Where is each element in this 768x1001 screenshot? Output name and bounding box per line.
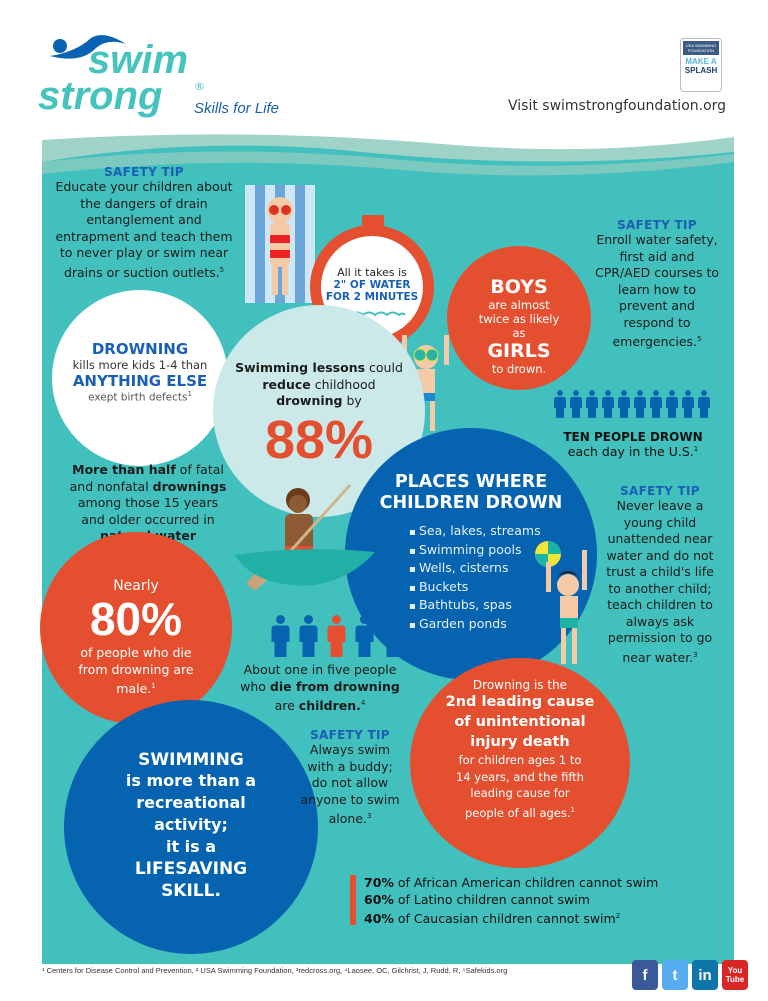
place-item: Sea, lakes, streams <box>409 523 541 542</box>
places-list: Sea, lakes, streamsSwimming poolsWells, … <box>409 523 541 634</box>
swimmer-icon <box>50 35 126 59</box>
person-icon <box>585 390 599 418</box>
person-icon <box>298 615 319 657</box>
person-icon <box>601 390 615 418</box>
person-icon <box>697 390 711 418</box>
bold-text: drowning <box>276 393 343 408</box>
person-icon <box>354 615 375 657</box>
visit-link[interactable]: Visit swimstrongfoundation.org <box>508 98 727 114</box>
text: About one in five people who <box>240 662 397 694</box>
swimstrong-logo: swim strong ® Skills for Life <box>38 30 308 120</box>
stat-text: of Caucasian children cannot swim <box>393 911 616 927</box>
person-icon <box>633 390 647 418</box>
girl-on-towel-illustration <box>245 185 315 303</box>
text: by <box>342 393 362 408</box>
youtube-icon[interactable]: You Tube <box>722 960 748 990</box>
stat-text: of Latino children cannot swim <box>393 892 590 907</box>
stat-text: of African American children cannot swim <box>393 875 659 890</box>
person-icon <box>649 390 663 418</box>
person-icon <box>382 615 403 657</box>
stat-percent: 40% <box>364 911 394 927</box>
kayak-boy-illustration <box>235 483 375 590</box>
place-item: Swimming pools <box>409 542 541 561</box>
bold-text: drownings <box>152 478 227 494</box>
safety-tip-drains: SAFETY TIP Educate your children about t… <box>55 165 233 280</box>
place-item: Bathtubs, spas <box>409 597 541 616</box>
person-icon <box>270 615 291 657</box>
wave-decoration <box>42 132 734 176</box>
beach-ball-boy-illustration <box>535 541 587 664</box>
bold-text: Swimming lessons <box>235 360 366 375</box>
text: could <box>365 360 403 375</box>
facebook-icon[interactable]: f <box>632 960 658 990</box>
leading-cause-circle: Drowning is the 2nd leading cause of uni… <box>410 658 630 868</box>
boys-girls-circle: BOYS are almost twice as likely as GIRLS… <box>447 246 591 390</box>
text: among those 15 years and older occurred … <box>77 495 219 527</box>
person-icon <box>681 390 695 418</box>
place-item: Buckets <box>409 579 541 598</box>
person-icon <box>569 390 583 418</box>
safety-tip-courses: SAFETY TIP Enroll water safety, first ai… <box>594 218 720 350</box>
linkedin-icon[interactable]: in <box>692 960 718 990</box>
lifesaving-skill-circle: SWIMMING is more than a recreational act… <box>64 700 318 954</box>
person-icon <box>553 390 567 418</box>
male-80-percent-circle: Nearly 80% of people who die from drowni… <box>40 532 232 724</box>
one-in-five-icons <box>270 615 404 657</box>
place-item: Wells, cisterns <box>409 560 541 579</box>
person-icon <box>665 390 679 418</box>
text: of fatal and nonfatal <box>69 462 224 494</box>
bold-text: children. <box>298 698 361 714</box>
ten-people-icons <box>553 390 711 418</box>
ten-people-drown: TEN PEOPLE DROWN each day in the U.S.1 <box>563 430 703 459</box>
social-icons: f t in You Tube <box>632 960 748 990</box>
bold-text: die from drowning <box>269 678 400 694</box>
drowning-kills-circle: DROWNING kills more kids 1-4 than ANYTHI… <box>52 290 228 466</box>
stat-percent: 60% <box>364 892 394 907</box>
footer-sources: ¹ Centers for Disease Control and Preven… <box>42 966 508 975</box>
bold-text: More than half <box>72 462 176 477</box>
stat-line: 40% of Caucasian children cannot swim2 <box>364 908 658 927</box>
natural-water-settings-text: More than half of fatal and nonfatal dro… <box>68 462 228 561</box>
safety-tip-unattended: SAFETY TIP Never leave a young child una… <box>606 484 714 665</box>
stat-line: 60% of Latino children cannot swim <box>364 891 658 908</box>
one-in-five-text: About one in five people who die from dr… <box>240 662 400 714</box>
safety-tip-buddy: SAFETY TIP Always swim with a buddy; do … <box>300 728 400 827</box>
twitter-icon[interactable]: t <box>662 960 688 990</box>
place-item: Garden ponds <box>409 616 541 635</box>
stat-sup: 2 <box>615 912 621 920</box>
stat-line: 70% of African American children cannot … <box>364 874 658 891</box>
person-icon <box>617 390 631 418</box>
person-icon <box>326 615 347 657</box>
stats-accent-bar <box>350 875 356 925</box>
text: are <box>274 698 299 714</box>
cannot-swim-stats: 70% of African American children cannot … <box>364 874 658 927</box>
bold-text: reduce <box>262 376 311 392</box>
stat-percent: 70% <box>364 875 394 890</box>
text: childhood <box>310 376 376 392</box>
make-a-splash-badge: USA SWIMMING FOUNDATION MAKE A SPLASH <box>680 38 722 92</box>
